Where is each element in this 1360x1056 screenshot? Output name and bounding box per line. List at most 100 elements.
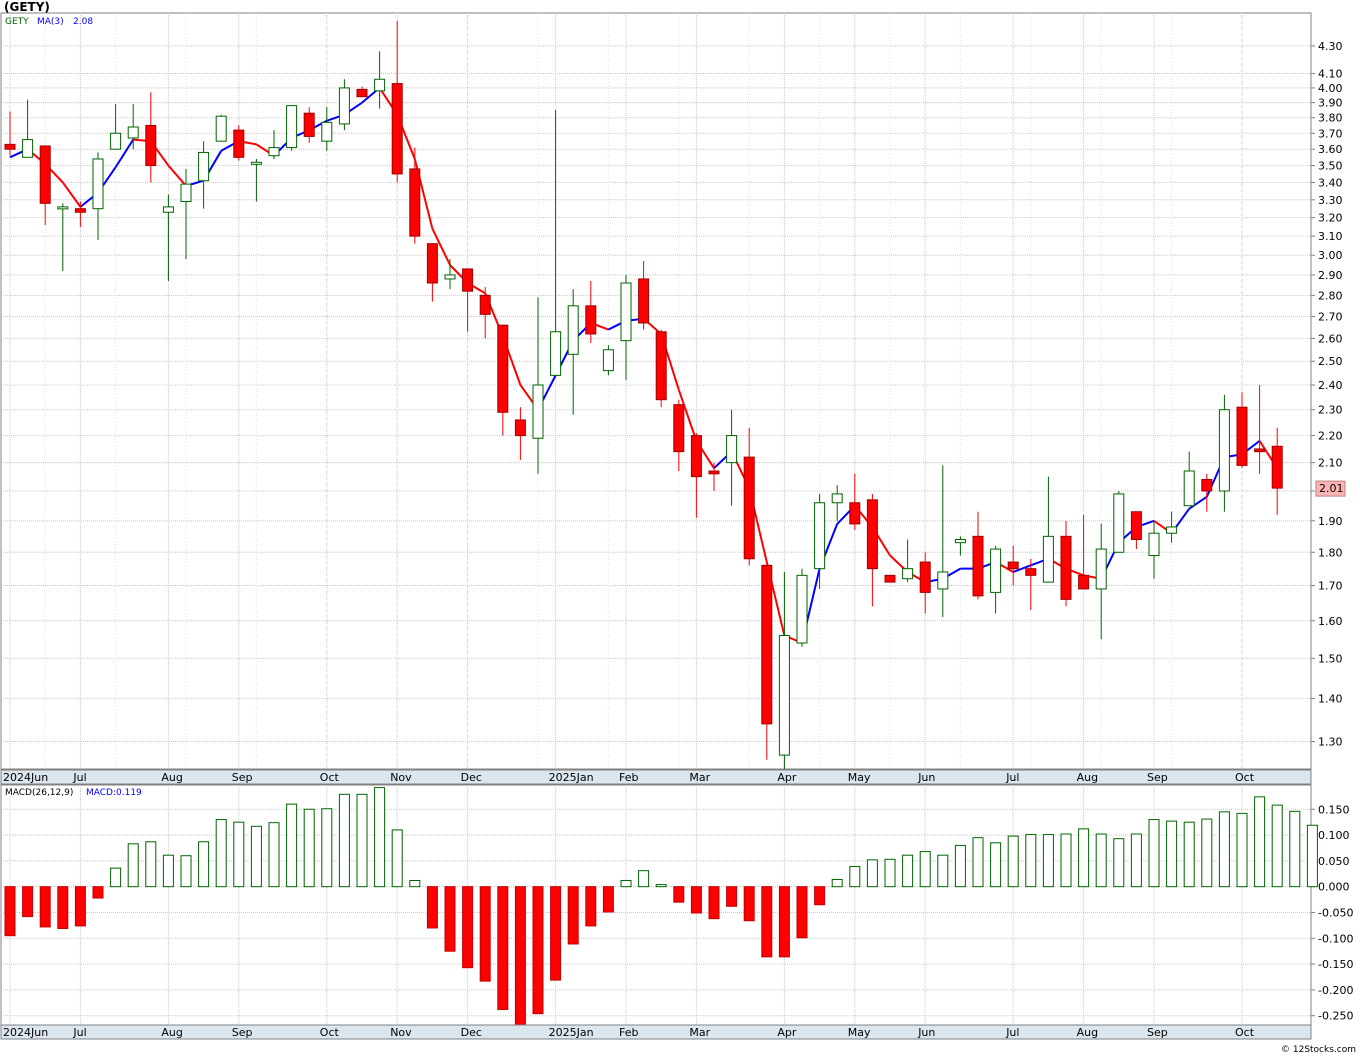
- candle-body: [374, 78, 386, 92]
- macd-bar: [550, 886, 562, 981]
- price-tick-label: 4.30: [1318, 40, 1343, 53]
- price-tick-label: 3.70: [1318, 127, 1343, 140]
- macd-bar: [374, 787, 386, 888]
- price-tick-label: 1.50: [1318, 652, 1343, 665]
- candle-body: [514, 419, 526, 437]
- price-y-axis: 1.301.401.501.601.701.801.902.002.102.20…: [1311, 40, 1343, 749]
- candle-body: [4, 143, 16, 150]
- candle-body: [286, 105, 298, 149]
- macd-bar: [1271, 804, 1283, 888]
- candle-body: [426, 243, 438, 284]
- macd-legend-name: MACD(26,12,9): [5, 788, 73, 798]
- candle-body: [409, 168, 421, 237]
- candle-body: [1183, 470, 1195, 507]
- ma3-segment: [167, 164, 187, 187]
- macd-bar: [866, 859, 878, 888]
- macd-bar: [1306, 824, 1318, 888]
- macd-tick-label: 0.000: [1318, 881, 1350, 894]
- macd-plot-area: [0, 784, 1312, 1026]
- candle-body: [1130, 511, 1142, 540]
- macd-bar: [814, 886, 826, 906]
- price-x-label: Jul: [1005, 771, 1019, 784]
- price-tick-label: 1.80: [1318, 546, 1343, 559]
- macd-bar: [74, 886, 86, 927]
- macd-x-label: Jul: [72, 1026, 86, 1039]
- macd-bar: [849, 866, 861, 888]
- macd-x-label: 2025Jan: [549, 1026, 594, 1039]
- candle-body: [1060, 535, 1072, 600]
- price-tick-label: 4.00: [1318, 82, 1343, 95]
- candle-body: [1113, 493, 1125, 553]
- macd-bar: [673, 886, 685, 903]
- price-tick-label: 3.50: [1318, 160, 1343, 173]
- candle-body: [268, 147, 280, 157]
- candle-body: [849, 502, 861, 525]
- candle-body: [778, 634, 790, 756]
- candle-body: [726, 435, 738, 464]
- price-tick-label: 3.60: [1318, 143, 1343, 156]
- macd-bar: [286, 803, 298, 888]
- site-credit: © 12Stocks.com: [1281, 1045, 1356, 1055]
- macd-bar: [1254, 796, 1266, 888]
- macd-bar: [884, 858, 896, 888]
- candle-body: [303, 112, 315, 137]
- ma3-segment: [1012, 564, 1032, 573]
- macd-tick-label: -0.250: [1318, 1010, 1353, 1023]
- price-tick-label: 2.80: [1318, 289, 1343, 302]
- price-x-label: Sep: [1147, 771, 1168, 784]
- chart-title: (GETY): [4, 0, 50, 14]
- macd-bar: [321, 808, 333, 888]
- candle-body: [57, 206, 69, 210]
- macd-bar: [1218, 811, 1230, 888]
- price-tick-label: 3.10: [1318, 230, 1343, 243]
- macd-x-label: Sep: [1147, 1026, 1168, 1039]
- candle-body: [1007, 561, 1019, 570]
- macd-bar: [1078, 828, 1090, 888]
- macd-x-label: Oct: [320, 1026, 340, 1039]
- macd-bar: [1183, 821, 1195, 888]
- macd-x-labels: 2024Jun Jul Aug Sep Oct Nov Dec 2025Jan Feb Mar Ap…: [3, 1026, 1255, 1039]
- macd-bar: [902, 854, 914, 888]
- price-tick-label: 1.40: [1318, 692, 1343, 705]
- macd-bar: [743, 886, 755, 922]
- last-price-badge: [1315, 480, 1346, 497]
- macd-x-label: Sep: [232, 1026, 253, 1039]
- candle-body: [954, 538, 966, 544]
- candle-body: [761, 564, 773, 725]
- price-tick-label: 3.00: [1318, 249, 1343, 262]
- macd-bar: [444, 886, 456, 952]
- macd-x-label: Oct: [1235, 1026, 1255, 1039]
- price-x-label: Mar: [689, 771, 710, 784]
- macd-bar: [4, 886, 16, 937]
- candle-body: [990, 548, 1002, 593]
- price-tick-label: 4.10: [1318, 68, 1343, 81]
- macd-bar: [233, 821, 245, 888]
- price-x-label: 2024Jun: [3, 771, 48, 784]
- macd-x-label: Apr: [777, 1026, 797, 1039]
- macd-bar: [391, 829, 403, 888]
- price-tick-label: 2.60: [1318, 332, 1343, 345]
- macd-legend-value: MACD:0.119: [86, 788, 142, 798]
- ma3-segment: [114, 139, 135, 168]
- candle-body: [1025, 568, 1037, 576]
- macd-bar: [954, 844, 966, 888]
- macd-bar: [1007, 835, 1019, 888]
- macd-bar: [1289, 810, 1301, 888]
- legend-ma: MA(3): [37, 17, 64, 27]
- candle-body: [884, 574, 896, 583]
- last-price-label: 2.01: [1319, 482, 1344, 495]
- candle-body: [22, 139, 34, 158]
- candle-body: [831, 493, 843, 504]
- macd-bar: [620, 879, 632, 888]
- candle-body: [74, 208, 86, 213]
- candle-body: [1166, 526, 1178, 534]
- price-tick-label: 1.60: [1318, 615, 1343, 628]
- macd-bar: [1201, 818, 1213, 888]
- macd-histogram: [4, 787, 1318, 1026]
- candle-body: [110, 132, 122, 150]
- price-date-axis: [0, 769, 1312, 785]
- candle-body: [690, 435, 702, 478]
- price-x-label: Aug: [161, 771, 182, 784]
- macd-x-label: May: [848, 1026, 871, 1039]
- macd-x-label: Nov: [390, 1026, 412, 1039]
